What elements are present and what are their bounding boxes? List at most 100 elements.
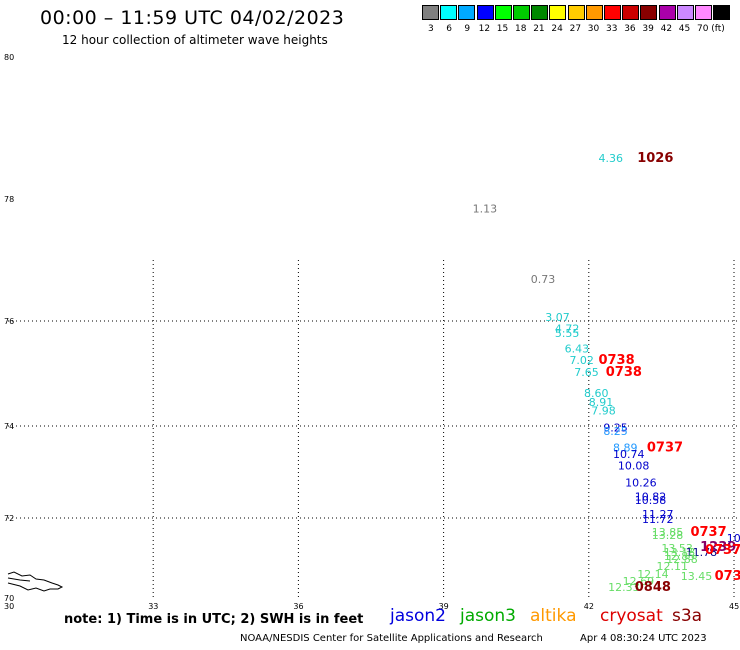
wave-height-label: 0.73 [531, 273, 556, 286]
legend-swatch [513, 5, 530, 20]
legend-label: 9 [464, 24, 471, 34]
latitude-label: 80 [4, 53, 14, 62]
latitude-label: 78 [4, 195, 14, 204]
pass-time-label: 1026 [637, 151, 673, 166]
legend-label: 18 [515, 24, 527, 34]
legend-label: 36 [624, 24, 636, 34]
page-title: 00:00 – 11:59 UTC 04/02/2023 [40, 7, 345, 29]
longitude-label: 39 [439, 602, 449, 611]
legend-swatch [658, 5, 676, 20]
legend-swatch [549, 5, 567, 20]
legend-label: 33 [606, 24, 618, 34]
wave-height-label: 13.13 [664, 546, 696, 559]
wave-height-label: 12.69 [623, 575, 655, 588]
coastline [7, 571, 64, 592]
longitude-label: 33 [148, 602, 158, 611]
longitude-label: 42 [584, 602, 594, 611]
longitude-label: 30 [4, 602, 14, 611]
wave-height-label: 13.28 [652, 529, 684, 542]
legend-swatch [713, 5, 731, 20]
wave-height-label: 12.14 [637, 568, 669, 581]
wave-height-label: 8.60 [584, 387, 609, 400]
wave-height-label: 10.7 [727, 532, 740, 545]
latitude-label: 72 [4, 514, 14, 523]
wave-height-label: 5.55 [555, 327, 580, 340]
wave-height-label: 1.13 [473, 202, 498, 215]
legend-label: 30 [587, 24, 600, 34]
wave-height-label: 10.08 [618, 460, 650, 473]
legend-swatch [440, 5, 458, 20]
wave-height-label: 13.53 [661, 542, 693, 555]
pass-time-label: 0738 [598, 353, 634, 368]
wave-height-label: 7.02 [569, 354, 594, 367]
legend-label: (ft) [711, 24, 725, 34]
legend-swatch [695, 5, 712, 20]
satellite-jason2: jason2 [390, 606, 446, 626]
satellite-altika: altika [530, 606, 577, 626]
legend-label: 12 [478, 24, 491, 34]
wave-height-label: 8.91 [589, 396, 614, 409]
latitude-label: 76 [4, 317, 14, 326]
satellite-s3a: s3a [672, 606, 703, 626]
wave-height-label: 12.33 [608, 581, 640, 594]
legend-label: 45 [678, 24, 691, 34]
wave-height-label: 10.26 [625, 477, 657, 490]
pass-time-label: 0737 [647, 440, 683, 455]
generated-timestamp: Apr 4 08:30:24 UTC 2023 [580, 633, 707, 644]
wave-height-label: 4.72 [555, 323, 580, 336]
legend-swatch [494, 5, 512, 20]
pass-time-label: 0848 [635, 580, 671, 595]
wave-height-label: 10.58 [635, 494, 667, 507]
wave-height-label: 8.25 [603, 425, 628, 438]
wave-height-label: 7.98 [591, 404, 616, 417]
legend-swatch [567, 5, 585, 20]
longitude-label: 45 [729, 602, 739, 611]
legend-label: 3 [428, 24, 434, 34]
legend-swatch [676, 5, 694, 20]
pass-time-label: 1239 [700, 540, 736, 555]
pass-time-label: 0737 [690, 525, 726, 540]
wave-height-label: 10.74 [613, 448, 645, 461]
satellite-cryosat: cryosat [600, 606, 663, 626]
legend-swatch [531, 5, 549, 20]
footer-note: note: 1) Time is in UTC; 2) SWH is in fe… [64, 612, 364, 627]
legend-label: 24 [551, 24, 563, 34]
legend-swatch [458, 5, 476, 20]
wave-height-label: 11.27 [642, 508, 674, 521]
wave-height-label: 8.89 [613, 441, 638, 454]
latitude-label: 74 [4, 422, 14, 431]
wave-height-label: 4.36 [598, 152, 623, 165]
pass-time-label: 073 [715, 569, 740, 584]
legend-label: 27 [569, 24, 582, 34]
legend-label: 70 [697, 24, 709, 34]
legend-swatch [585, 5, 603, 20]
satellite-jason3: jason3 [460, 606, 516, 626]
wave-height-label: 3.07 [545, 311, 570, 324]
wave-height-label: 12.88 [666, 553, 698, 566]
pass-time-label: 0738 [606, 365, 642, 380]
wave-height-label: 10.82 [635, 491, 667, 504]
pass-time-label: 0737 [705, 543, 740, 558]
legend-swatch [476, 5, 494, 20]
wave-height-label: 12.11 [657, 560, 689, 573]
credit-text: NOAA/NESDIS Center for Satellite Applica… [240, 633, 543, 644]
wave-height-label: 12.85 [664, 550, 696, 563]
legend-label: 39 [642, 24, 654, 34]
latitude-label: 70 [4, 594, 14, 603]
legend-swatch [622, 5, 640, 20]
legend-swatch [422, 5, 439, 20]
page-subtitle: 12 hour collection of altimeter wave hei… [62, 33, 328, 47]
coastline-shape [7, 571, 64, 592]
wave-height-label: 11.78 [686, 546, 718, 559]
graticule [8, 260, 740, 598]
longitude-label: 36 [293, 602, 303, 611]
wave-height-label: 13.85 [652, 526, 684, 539]
legend-label: 15 [496, 24, 509, 34]
wave-height-label: 13.45 [681, 570, 713, 583]
wave-height-label: 7.65 [574, 366, 599, 379]
legend-swatch [640, 5, 658, 20]
